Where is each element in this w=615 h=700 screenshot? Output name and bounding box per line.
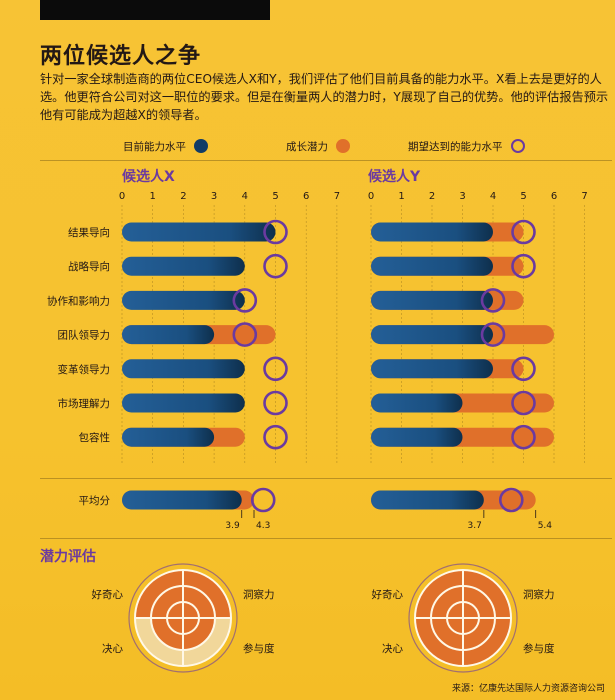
row-y-current-bar: [371, 393, 463, 413]
tick-label-x-0: 0: [119, 191, 125, 202]
tick-label-x-6: 6: [303, 191, 309, 202]
legend-target-swatch: [510, 139, 525, 153]
row-x-current-bar: [122, 256, 245, 276]
tick-label-y-1: 1: [398, 191, 404, 202]
intro-text: 针对一家全球制造商的两位CEO候选人X和Y，我们评估了他们目前具备的能力水平。X…: [40, 72, 609, 122]
ring-outline-y: [408, 563, 518, 673]
average-y-target-marker: [498, 487, 524, 513]
tick-label-y-5: 5: [520, 191, 526, 202]
row-y-target-marker: [511, 356, 536, 382]
ring-outline-x: [128, 563, 238, 673]
legend-growth-swatch: [336, 139, 350, 153]
average-potential-label-x: 4.3: [256, 521, 270, 531]
tick-label-x-5: 5: [272, 191, 278, 202]
potential-label-insight-x: 洞察力: [243, 588, 275, 601]
legend-current: 目前能力水平: [123, 137, 208, 155]
potential-label-determination-y: 决心: [382, 643, 403, 655]
row-y-target-marker: [511, 253, 536, 279]
average-y-current-bar: [371, 490, 484, 510]
row-y-target-marker: [511, 390, 536, 416]
tick-label-x-3: 3: [211, 191, 217, 202]
potential-wedge-x: [151, 618, 183, 650]
candidate-x-title: 候选人X: [122, 169, 175, 185]
row-x-target-marker: [263, 253, 288, 279]
tick-label-y-3: 3: [459, 191, 465, 202]
source-note: 来源：亿康先达国际人力资源咨询公司: [451, 684, 605, 694]
average-x-current-bar: [122, 490, 242, 510]
row-x-current-bar: [122, 359, 245, 379]
row-x-current-bar: [122, 427, 215, 447]
potential-section-title: 潜力评估: [40, 549, 96, 565]
row-x-target-marker: [263, 390, 288, 416]
divider-average-top: [40, 478, 612, 479]
row-x-current-bar: [122, 222, 276, 242]
row-x-target-marker: [263, 219, 288, 245]
average-current-label-x: 3.9: [225, 521, 240, 531]
tick-label-x-2: 2: [180, 191, 186, 202]
row-y-target-marker: [480, 322, 506, 347]
legend-target-label: 期望达到的能力水平: [408, 140, 503, 153]
category-label: 结果导向: [68, 226, 110, 239]
row-x-target-marker: [232, 288, 258, 313]
page-title: 两位候选人之争: [40, 44, 202, 69]
category-label: 团队领导力: [58, 329, 111, 342]
row-y-current-bar: [371, 427, 463, 447]
potential-label-determination-x: 决心: [102, 643, 123, 655]
row-x-current-bar: [122, 393, 245, 413]
row-y-current-bar: [371, 325, 493, 345]
legend-target: 期望达到的能力水平: [408, 137, 525, 155]
row-y-current-bar: [371, 359, 493, 379]
divider-top: [40, 160, 612, 161]
tick-label-x-7: 7: [334, 191, 340, 202]
legend-growth: 成长潜力: [286, 137, 350, 155]
potential-label-curiosity-x: 好奇心: [92, 588, 124, 601]
category-label: 市场理解力: [58, 397, 111, 410]
legend-current-swatch: [194, 139, 208, 153]
average-x-target-marker: [250, 487, 276, 513]
row-y-current-bar: [371, 222, 493, 242]
row-y-current-bar: [371, 256, 493, 276]
legend-current-label: 目前能力水平: [123, 140, 186, 153]
potential-wedge-x: [183, 618, 215, 650]
tick-label-y-0: 0: [368, 191, 374, 202]
potential-label-insight-y: 洞察力: [523, 588, 555, 601]
row-y-current-bar: [371, 290, 493, 310]
row-y-target-marker: [511, 424, 536, 450]
average-current-label-y: 3.7: [468, 521, 482, 531]
tick-label-y-6: 6: [551, 191, 557, 202]
legend-growth-label: 成长潜力: [286, 140, 328, 153]
row-x-current-bar: [122, 290, 245, 310]
tick-label-y-4: 4: [490, 191, 496, 202]
potential-label-engagement-y: 参与度: [523, 642, 555, 655]
average-potential-label-y: 5.4: [538, 521, 553, 531]
tick-label-y-2: 2: [429, 191, 435, 202]
divider-average-bottom: [40, 538, 612, 539]
category-label: 变革领导力: [58, 363, 111, 376]
row-y-target-marker: [480, 288, 506, 313]
row-x-target-marker: [232, 322, 258, 347]
category-label: 包容性: [79, 431, 111, 444]
top-bar: [40, 0, 270, 20]
tick-label-x-1: 1: [150, 191, 156, 202]
candidate-y-title: 候选人Y: [368, 169, 421, 185]
row-x-target-marker: [263, 424, 288, 450]
row-x-current-bar: [122, 325, 215, 345]
category-label: 协作和影响力: [47, 294, 110, 307]
average-label: 平均分: [79, 495, 111, 507]
row-y-target-marker: [511, 219, 536, 245]
row-x-target-marker: [263, 356, 288, 382]
potential-label-curiosity-y: 好奇心: [372, 588, 404, 601]
tick-label-y-7: 7: [581, 191, 587, 202]
tick-label-x-4: 4: [242, 191, 248, 202]
potential-label-engagement-x: 参与度: [243, 642, 275, 655]
category-label: 战略导向: [68, 260, 110, 273]
